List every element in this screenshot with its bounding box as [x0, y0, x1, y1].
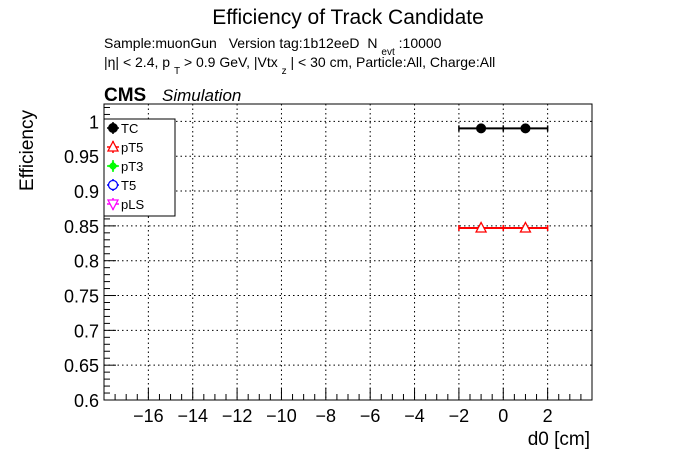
data-points — [458, 123, 549, 233]
subtitle-line-1: Sample:muonGun Version tag:1b12eeD N evt… — [104, 35, 442, 58]
subtitle-sample: Sample:muonGun — [104, 35, 217, 51]
subtitle-vtx-sub: z — [282, 66, 287, 77]
legend-label: TC — [121, 121, 138, 136]
subtitle-n-sub: evt — [381, 47, 395, 58]
y-tick-label: 0.8 — [74, 252, 99, 272]
legend-marker — [108, 123, 118, 133]
legend-marker-core — [109, 162, 117, 170]
subtitle-n-value: :10000 — [399, 35, 442, 51]
y-axis-label: Efficiency — [17, 110, 38, 191]
x-tick-label: −12 — [222, 406, 253, 426]
y-tick-label: 0.7 — [74, 321, 99, 341]
legend: TC pT5 pT3 T5 pLS — [103, 118, 176, 217]
legend-label: pT3 — [121, 159, 143, 174]
y-tick-label: 0.95 — [64, 147, 99, 167]
grid-lines — [104, 104, 592, 401]
subtitle-pt-rest: > 0.9 GeV, |Vtx — [184, 54, 278, 70]
subtitle-line-2: |η| < 2.4, p T > 0.9 GeV, |Vtx z | < 30 … — [104, 54, 495, 77]
data-point — [519, 221, 532, 233]
subtitle-tail: | < 30 cm, Particle:All, Charge:All — [291, 54, 496, 70]
y-tick-label: 1 — [89, 112, 99, 132]
y-tick-label: 0.6 — [74, 391, 99, 411]
y-tick-label: 0.65 — [64, 356, 99, 376]
data-point — [475, 221, 488, 233]
legend-marker — [107, 179, 119, 191]
x-tick-label: −6 — [360, 406, 381, 426]
subtitle-pt-sub: T — [174, 66, 180, 77]
subtitle-version: Version tag:1b12eeD — [229, 35, 360, 51]
simulation-label: Simulation — [162, 86, 241, 105]
subtitle-n-label: N — [367, 35, 377, 51]
x-tick-label: 0 — [498, 406, 508, 426]
y-tick-label: 0.75 — [64, 287, 99, 307]
cms-label: CMS — [104, 85, 146, 106]
chart-title: Efficiency of Track Candidate — [212, 6, 484, 29]
data-point — [476, 123, 487, 134]
x-tick-label: −2 — [449, 406, 470, 426]
x-tick-label: −4 — [404, 406, 425, 426]
x-tick-label: −8 — [316, 406, 337, 426]
x-tick-label: −10 — [266, 406, 297, 426]
y-tick-label: 0.85 — [64, 217, 99, 237]
legend-label: pT5 — [121, 140, 143, 155]
x-tick-label: 2 — [543, 406, 553, 426]
x-tick-label: −16 — [133, 406, 164, 426]
x-tick-label: −14 — [177, 406, 208, 426]
x-axis-label: d0 [cm] — [528, 429, 590, 450]
legend-label: T5 — [121, 178, 136, 193]
legend-marker — [106, 140, 120, 152]
plot-frame — [103, 103, 593, 401]
y-tick-label: 0.9 — [74, 182, 99, 202]
axis-ticks: −16 −14 −12 −10 −8 −6 −4 −2 0 2 0.6 0.65 0.7 0.75 0.8 0… — [64, 106, 593, 426]
data-point — [520, 123, 531, 134]
legend-marker — [106, 199, 120, 211]
legend-label: pLS — [121, 197, 144, 212]
subtitle-eta: |η| < 2.4, p — [104, 54, 170, 70]
